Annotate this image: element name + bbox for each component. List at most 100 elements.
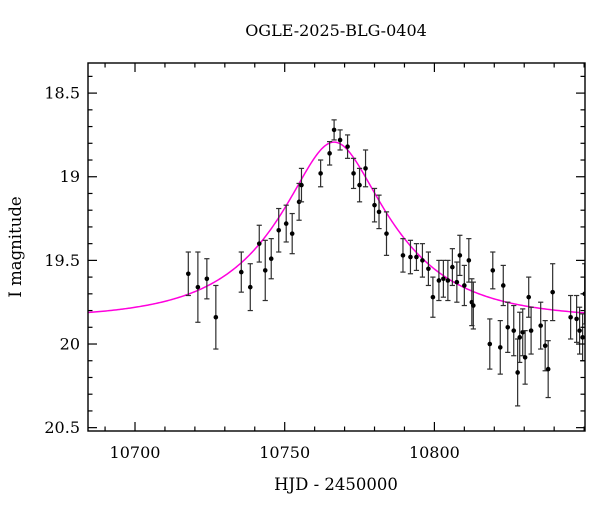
data-point bbox=[487, 318, 493, 370]
data-point bbox=[550, 263, 556, 322]
data-point bbox=[356, 167, 363, 203]
data-point-marker bbox=[522, 355, 528, 360]
data-point-marker bbox=[497, 345, 503, 350]
data-point-marker bbox=[185, 271, 191, 277]
data-point bbox=[490, 251, 496, 290]
tick-labels: 10700 10750 10800 18.5 19 19.5 20 20.5 bbox=[44, 84, 459, 462]
data-point-marker bbox=[568, 314, 573, 320]
data-point bbox=[195, 251, 201, 323]
data-point-marker bbox=[515, 370, 520, 375]
data-point-marker bbox=[289, 231, 295, 236]
data-point-marker bbox=[454, 279, 460, 285]
data-point-marker bbox=[213, 314, 219, 320]
data-point bbox=[383, 211, 390, 256]
data-point-marker bbox=[577, 328, 582, 333]
data-point-marker bbox=[490, 268, 496, 273]
data-point bbox=[289, 212, 295, 255]
data-point bbox=[511, 304, 517, 357]
data-point bbox=[213, 284, 219, 350]
data-point-marker bbox=[351, 171, 356, 176]
data-point-marker bbox=[420, 258, 425, 263]
data-point-marker bbox=[327, 151, 332, 156]
y-tick-label: 20.5 bbox=[44, 418, 80, 437]
y-tick-label: 19.5 bbox=[44, 251, 80, 270]
data-point bbox=[298, 167, 305, 203]
y-axis-label: I magnitude bbox=[6, 196, 25, 297]
data-point bbox=[425, 251, 432, 287]
data-point-marker bbox=[471, 303, 476, 308]
data-point-marker bbox=[538, 323, 543, 328]
data-point-marker bbox=[318, 171, 323, 176]
data-point bbox=[430, 276, 436, 318]
data-point-marker bbox=[345, 144, 350, 149]
frame-rect bbox=[87, 62, 586, 432]
chart-title: OGLE-2025-BLG-0404 bbox=[245, 21, 427, 40]
data-point-marker bbox=[363, 166, 368, 171]
data-point bbox=[440, 259, 446, 298]
data-point-marker bbox=[331, 127, 337, 133]
data-point bbox=[449, 248, 455, 287]
data-point-marker bbox=[542, 343, 548, 348]
data-point-marker bbox=[528, 328, 534, 333]
y-tick-label: 20 bbox=[60, 335, 80, 354]
data-point-marker bbox=[283, 221, 289, 226]
data-point-marker bbox=[526, 294, 532, 300]
data-point-marker bbox=[505, 324, 511, 330]
data-point bbox=[204, 258, 210, 300]
data-point bbox=[522, 330, 528, 385]
data-point bbox=[528, 306, 534, 355]
data-point-marker bbox=[247, 284, 253, 290]
data-point bbox=[350, 157, 357, 190]
data-point-marker bbox=[238, 269, 244, 275]
data-point-marker bbox=[376, 209, 382, 215]
data-point-marker bbox=[276, 227, 282, 233]
x-tick-label: 10800 bbox=[409, 443, 460, 462]
data-point bbox=[407, 239, 414, 275]
data-point bbox=[262, 239, 268, 302]
data-point bbox=[413, 243, 420, 272]
data-point bbox=[362, 149, 369, 188]
data-point-marker bbox=[445, 278, 451, 283]
data-point bbox=[344, 134, 351, 159]
data-point bbox=[454, 261, 460, 303]
data-point bbox=[400, 238, 406, 273]
data-point bbox=[318, 159, 324, 188]
data-point-marker bbox=[204, 276, 210, 282]
data-point-marker bbox=[580, 335, 585, 340]
data-point-marker bbox=[262, 268, 268, 273]
data-point bbox=[461, 264, 467, 307]
data-point bbox=[371, 187, 378, 223]
data-point bbox=[331, 119, 337, 141]
data-point-marker bbox=[545, 366, 551, 372]
data-point-marker bbox=[430, 294, 436, 300]
data-point bbox=[574, 294, 580, 343]
data-point-marker bbox=[457, 253, 463, 258]
data-point bbox=[419, 243, 426, 278]
data-point-marker bbox=[384, 231, 389, 236]
data-point-marker bbox=[511, 328, 517, 333]
data-points bbox=[185, 119, 585, 407]
axis-ticks bbox=[88, 63, 585, 431]
data-point bbox=[247, 263, 253, 312]
data-point-marker bbox=[256, 241, 262, 246]
data-point bbox=[256, 224, 262, 263]
data-point-marker bbox=[426, 266, 431, 272]
data-point bbox=[337, 129, 343, 151]
data-point bbox=[283, 204, 289, 243]
data-point bbox=[445, 259, 451, 302]
data-point bbox=[500, 264, 506, 307]
data-point-marker bbox=[372, 202, 377, 208]
data-point-marker bbox=[441, 276, 446, 282]
data-point bbox=[276, 207, 282, 253]
y-tick-label: 19 bbox=[60, 167, 80, 186]
data-point bbox=[436, 259, 442, 302]
data-point-marker bbox=[500, 283, 506, 288]
data-point bbox=[538, 301, 544, 350]
y-tick-label: 18.5 bbox=[44, 84, 80, 103]
data-point-marker bbox=[462, 283, 467, 288]
data-point bbox=[505, 301, 511, 353]
data-point-marker bbox=[299, 182, 304, 188]
data-point-marker bbox=[414, 254, 419, 260]
